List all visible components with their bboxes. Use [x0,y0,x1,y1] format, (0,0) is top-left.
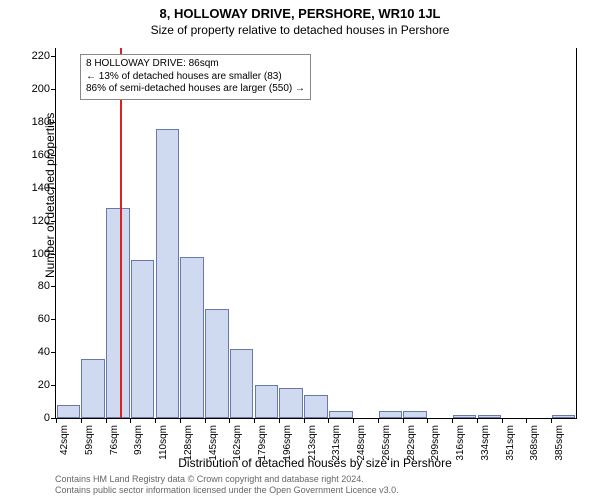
histogram-bar [180,257,204,418]
x-tick-mark [56,418,57,423]
histogram-bar [230,349,254,418]
chart-title: 8, HOLLOWAY DRIVE, PERSHORE, WR10 1JL [0,0,600,21]
x-tick-mark [378,418,379,423]
histogram-bar [552,415,576,418]
histogram-bar [453,415,477,418]
reference-line [120,48,122,418]
histogram-bar [478,415,502,418]
y-tick-mark [51,221,56,222]
x-tick-mark [279,418,280,423]
x-tick-mark [403,418,404,423]
footer-line-1: Contains HM Land Registry data © Crown c… [55,474,399,485]
x-axis-label: Distribution of detached houses by size … [55,456,575,470]
x-tick-mark [180,418,181,423]
histogram-bar [379,411,403,418]
histogram-bar [279,388,303,418]
x-tick-mark [526,418,527,423]
x-tick-mark [229,418,230,423]
histogram-bar [403,411,427,418]
x-tick-mark [155,418,156,423]
histogram-bar [57,405,81,418]
x-tick-mark [304,418,305,423]
x-tick-mark [452,418,453,423]
y-tick-mark [51,352,56,353]
x-tick-mark [130,418,131,423]
histogram-bar [255,385,279,418]
y-tick-mark [51,286,56,287]
x-tick-mark [427,418,428,423]
y-tick-mark [51,254,56,255]
y-tick-mark [51,56,56,57]
x-tick-label: 93sqm [133,425,144,455]
x-tick-mark [106,418,107,423]
annotation-line: 8 HOLLOWAY DRIVE: 86sqm [86,58,305,71]
plot-region: 42sqm59sqm76sqm93sqm110sqm128sqm145sqm16… [55,48,577,419]
x-tick-mark [328,418,329,423]
y-tick-label: 160 [32,149,50,161]
y-tick-label: 80 [38,280,50,292]
y-tick-mark [51,89,56,90]
y-tick-label: 220 [32,50,50,62]
annotation-line: ← 13% of detached houses are smaller (83… [86,71,305,84]
histogram-bar [329,411,353,418]
x-tick-mark [254,418,255,423]
y-tick-mark [51,122,56,123]
y-tick-label: 60 [38,313,50,325]
x-tick-label: 42sqm [59,425,70,455]
histogram-bar [81,359,105,418]
x-tick-mark [502,418,503,423]
chart-area: Number of detached properties 42sqm59sqm… [55,48,575,418]
annotation-line: 86% of semi-detached houses are larger (… [86,83,305,96]
histogram-bar [106,208,130,418]
y-tick-label: 100 [32,248,50,260]
x-tick-label: 59sqm [84,425,95,455]
footer-attribution: Contains HM Land Registry data © Crown c… [55,474,399,497]
histogram-bar [304,395,328,418]
x-tick-mark [205,418,206,423]
y-tick-label: 20 [38,379,50,391]
y-tick-mark [51,385,56,386]
chart-subtitle: Size of property relative to detached ho… [0,21,600,37]
x-tick-mark [81,418,82,423]
y-tick-mark [51,188,56,189]
y-tick-mark [51,155,56,156]
x-tick-mark [477,418,478,423]
y-tick-label: 0 [44,412,50,424]
annotation-box: 8 HOLLOWAY DRIVE: 86sqm← 13% of detached… [80,54,311,100]
y-tick-label: 40 [38,346,50,358]
histogram-bar [156,129,180,418]
x-tick-mark [551,418,552,423]
y-tick-label: 180 [32,116,50,128]
chart-container: 8, HOLLOWAY DRIVE, PERSHORE, WR10 1JL Si… [0,0,600,500]
y-tick-label: 200 [32,83,50,95]
histogram-bar [205,309,229,418]
y-tick-label: 140 [32,182,50,194]
y-tick-mark [51,319,56,320]
histogram-bar [131,260,155,418]
footer-line-2: Contains public sector information licen… [55,485,399,496]
y-tick-label: 120 [32,215,50,227]
x-tick-mark [353,418,354,423]
x-tick-label: 110sqm [158,425,169,460]
x-tick-label: 76sqm [109,425,120,455]
